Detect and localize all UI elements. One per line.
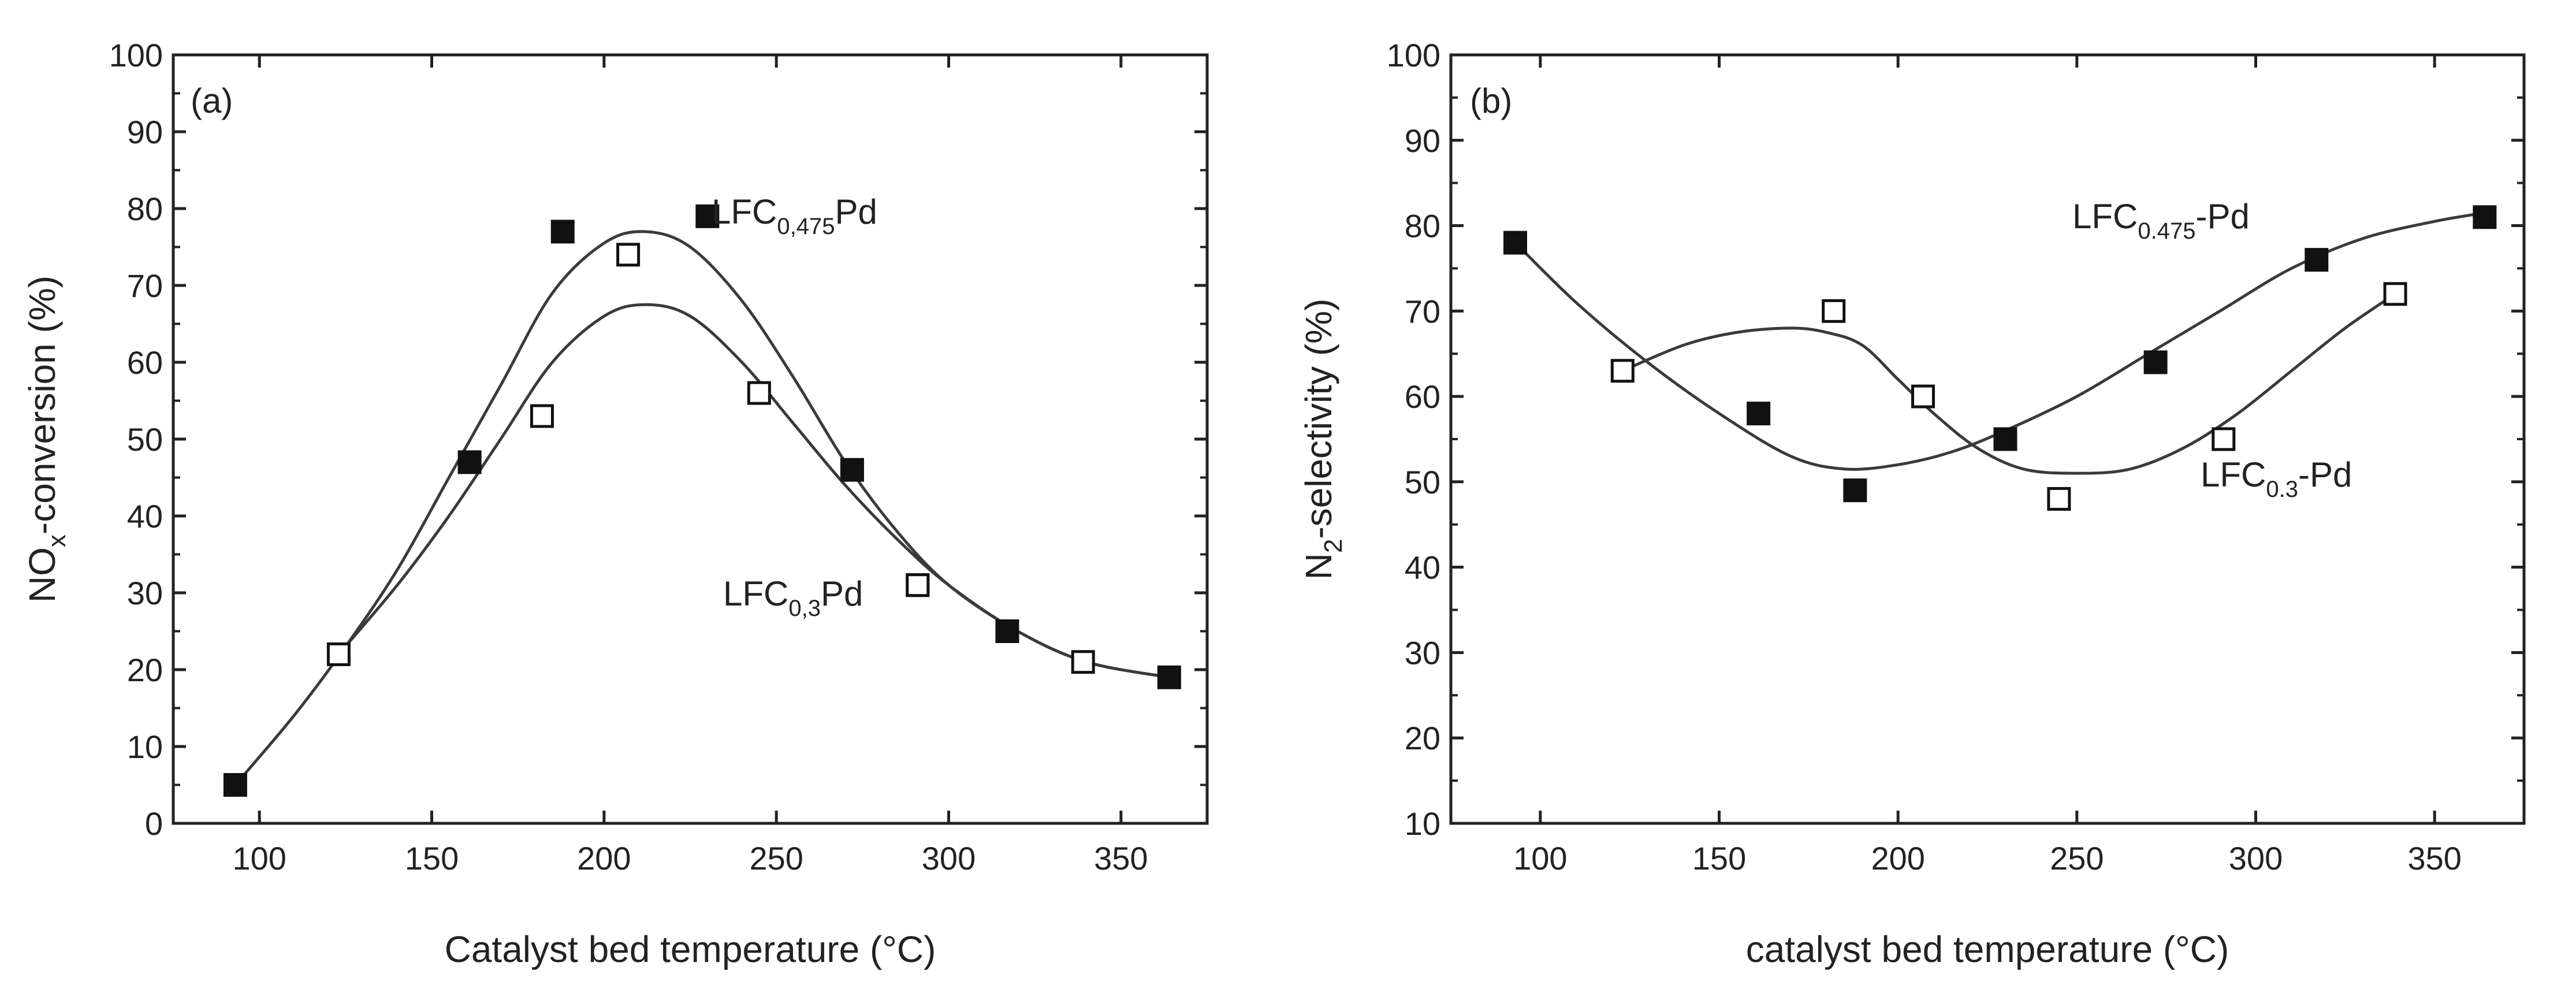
y-tick-label: 80 (127, 191, 163, 227)
data-point (2143, 350, 2168, 374)
x-tick-label: 250 (749, 840, 803, 876)
data-point (1993, 427, 2017, 451)
data-point (616, 243, 641, 267)
data-point (530, 404, 554, 428)
y-tick-label: 40 (1405, 549, 1440, 586)
data-point (2212, 427, 2236, 451)
panel-b-label: (b) (1470, 81, 1512, 120)
y-tick-label: 80 (1405, 208, 1440, 244)
y-tick-label: 20 (1405, 720, 1440, 756)
panel-b-x-axis-title: catalyst bed temperature (°C) (1746, 928, 2229, 970)
data-point (1747, 402, 1771, 426)
y-tick-label: 40 (127, 498, 163, 534)
y-tick-label: 100 (1387, 37, 1440, 73)
panel-a-plot-frame (172, 53, 1209, 825)
fit-curve-open (337, 303, 1170, 679)
x-tick-label: 250 (2050, 840, 2104, 876)
data-point (1503, 231, 1527, 255)
y-tick-label: 70 (1405, 293, 1440, 329)
panel-a-y-axis-title: NOx-conversion (%) (21, 276, 71, 603)
fit-curve-open (1622, 292, 2396, 475)
panel-a-label: (a) (191, 81, 233, 120)
data-point (1843, 478, 1867, 503)
x-tick-label: 100 (232, 840, 286, 876)
y-tick-label: 60 (1405, 378, 1440, 415)
y-tick-label: 0 (145, 805, 163, 842)
y-tick-label: 30 (127, 575, 163, 611)
y-tick-label: 60 (127, 344, 163, 381)
x-tick-label: 150 (405, 840, 459, 876)
y-tick-label: 50 (127, 421, 163, 458)
y-tick-label: 10 (127, 729, 163, 765)
panel-b-ticks: 100 150 200 250 300 350 10 20 30 40 50 60 70 80 90 100 (1387, 37, 2524, 876)
data-point (326, 642, 351, 666)
y-tick-label: 10 (1405, 805, 1440, 842)
data-point (2383, 282, 2407, 306)
panel-a-series-label-lfc0475: LFC0,475Pd (712, 192, 877, 239)
data-point (840, 458, 864, 482)
chart-panel-a: 100 150 200 250 300 3500102030405060708090100… (21, 37, 1209, 970)
series-label-marker (906, 573, 930, 597)
panel-a-x-axis-title: Catalyst bed temperature (°C) (445, 928, 936, 970)
data-point (1157, 665, 1181, 689)
x-tick-label: 350 (2407, 840, 2461, 876)
panel-b-y-axis-title: N2-selectivity (%) (1298, 299, 1347, 580)
x-tick-label: 300 (2229, 840, 2283, 876)
series-label-marker (695, 204, 720, 228)
y-tick-label: 30 (1405, 634, 1440, 671)
panel-b-series-label-lfc0475: LFC0.475-Pd (2072, 197, 2250, 244)
data-point (1071, 650, 1095, 674)
panel-b-series-label-lfc03: LFC0.3-Pd (2201, 455, 2352, 502)
data-point (2305, 248, 2329, 272)
data-point (550, 220, 575, 244)
y-tick-label: 90 (127, 114, 163, 150)
panel-b-plot-frame (1449, 53, 2526, 825)
data-point (1610, 359, 1635, 383)
y-tick-label: 50 (1405, 464, 1440, 500)
data-point (1911, 384, 1935, 408)
data-point (995, 619, 1019, 643)
x-tick-label: 300 (922, 840, 976, 876)
data-point (223, 773, 247, 797)
y-tick-label: 90 (1405, 122, 1440, 159)
y-tick-label: 20 (127, 652, 163, 688)
panel-a-markers (223, 204, 1181, 797)
data-point (2047, 486, 2071, 511)
panel-a-series-label-lfc03: LFC0,3Pd (723, 574, 863, 621)
x-tick-label: 150 (1692, 840, 1746, 876)
data-point (2473, 205, 2497, 229)
y-tick-label: 70 (127, 268, 163, 304)
x-tick-label: 200 (577, 840, 631, 876)
data-point (1822, 299, 1846, 323)
data-point (457, 450, 482, 474)
chart-panel-b: 100 150 200 250 300 350 10 20 30 40 50 60 70 80 90100 … (1298, 37, 2526, 970)
panel-a-ticks: 100 150 200 250 300 350 0 10 20 30 40 50 60 70 80 90 100 (109, 37, 1207, 876)
panel-a-fit-curves (234, 230, 1170, 786)
x-tick-label: 350 (1094, 840, 1148, 876)
data-point (747, 381, 771, 405)
fit-curve-filled (234, 230, 1170, 786)
panel-b-markers (1503, 205, 2497, 511)
x-tick-label: 100 (1513, 840, 1567, 876)
y-tick-label: 100 (109, 37, 163, 73)
x-tick-label: 200 (1871, 840, 1924, 876)
